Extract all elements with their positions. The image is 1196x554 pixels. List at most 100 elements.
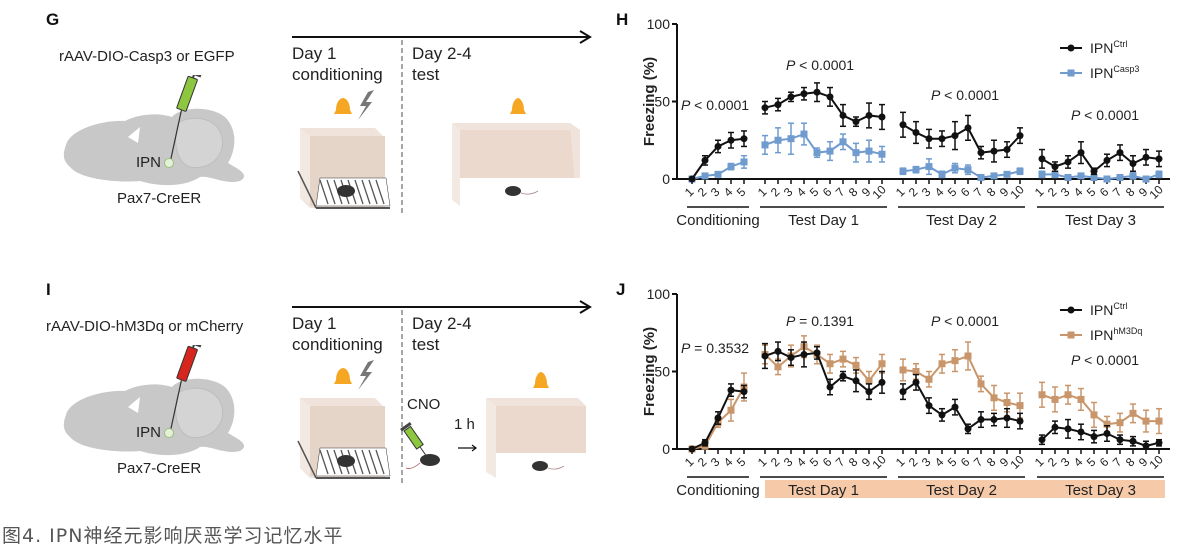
series-line: [1041, 151, 1160, 173]
data-point: [813, 88, 821, 96]
data-point: [925, 163, 933, 171]
data-point: [1090, 433, 1098, 441]
data-point: [878, 378, 886, 386]
data-point: [826, 383, 834, 391]
bell-icon: [334, 368, 352, 384]
data-point: [701, 156, 709, 164]
data-point: [964, 352, 972, 360]
group-label: Conditioning: [676, 212, 759, 229]
data-point: [813, 349, 821, 357]
data-point: [787, 354, 795, 362]
data-point: [899, 121, 907, 129]
delay-label: 1 h: [454, 416, 475, 433]
series-line: [902, 380, 1021, 431]
data-point: [839, 372, 847, 380]
x-tick-label: 2: [695, 455, 710, 470]
conditioning-chamber-i: [297, 398, 391, 479]
p-value-label: P < 0.0001: [786, 57, 854, 73]
legend-marker: [1067, 331, 1075, 339]
x-tick-label: 4: [932, 455, 947, 470]
data-point: [865, 388, 873, 396]
bell-icon: [334, 98, 352, 114]
data-point: [990, 172, 998, 180]
injection-syringe-icon: [400, 422, 427, 456]
data-point: [951, 357, 959, 365]
data-point: [1103, 175, 1111, 183]
group-label: Test Day 2: [926, 212, 997, 229]
data-point: [1064, 391, 1072, 399]
data-point: [1064, 173, 1072, 181]
p-value-label: P < 0.0001: [1071, 352, 1139, 368]
mouse-line-label-g: Pax7-CreER: [117, 190, 202, 207]
data-point: [990, 416, 998, 424]
x-tick-label: 2: [768, 185, 783, 200]
x-tick-label: 6: [820, 455, 835, 470]
data-point: [925, 402, 933, 410]
data-point: [774, 363, 782, 371]
day1-label-i: Day 1 conditioning: [292, 314, 383, 354]
x-tick-label: 2: [906, 455, 921, 470]
x-tick-label: 7: [833, 185, 848, 200]
data-point: [899, 366, 907, 374]
data-point: [1064, 425, 1072, 433]
data-point: [1129, 409, 1137, 417]
x-tick-label: 10: [1146, 452, 1166, 472]
x-tick-label: 5: [734, 185, 749, 200]
x-tick-label: 5: [1084, 185, 1099, 200]
x-tick-label: 4: [721, 455, 736, 470]
data-point: [839, 111, 847, 119]
virus-label-i: rAAV-DIO-hM3Dq or mCherry: [46, 318, 244, 335]
x-tick-label: 7: [971, 185, 986, 200]
data-point: [839, 355, 847, 363]
group-label: Test Day 2: [926, 482, 997, 499]
data-point: [1016, 402, 1024, 410]
data-point: [727, 136, 735, 144]
data-point: [852, 149, 860, 157]
mouse-icon: [505, 186, 521, 196]
x-tick-label: 7: [971, 455, 986, 470]
x-tick-label: 1: [1032, 185, 1047, 200]
data-point: [899, 388, 907, 396]
data-point: [714, 170, 722, 178]
x-tick-label: 3: [781, 455, 796, 470]
data-point: [813, 149, 821, 157]
data-point: [1155, 155, 1163, 163]
data-point: [912, 129, 920, 136]
x-tick-label: 8: [1123, 185, 1138, 200]
x-tick-label: 6: [1097, 455, 1112, 470]
data-point: [1051, 170, 1059, 178]
x-tick-label: 10: [1007, 182, 1027, 202]
series-line: [764, 350, 883, 393]
day2-label-g: Day 2-4 test: [412, 44, 472, 84]
x-tick-label: 2: [695, 185, 710, 200]
series-line: [902, 354, 1021, 407]
data-point: [1142, 153, 1150, 161]
x-tick-label: 1: [893, 455, 908, 470]
data-point: [800, 90, 808, 98]
x-tick-label: 4: [794, 455, 809, 470]
panel-letter-j: J: [616, 280, 626, 299]
data-point: [1155, 417, 1163, 425]
data-point: [740, 388, 748, 396]
data-point: [1103, 420, 1111, 428]
brain-diagram-i: IPN: [63, 345, 245, 456]
y-axis-label: Freezing (%): [641, 327, 658, 416]
data-point: [1116, 173, 1124, 181]
test-days-highlight-band: [765, 480, 1165, 498]
legend-marker: [1067, 69, 1075, 77]
series-line: [764, 132, 883, 156]
p-value-label: P < 0.0001: [931, 87, 999, 103]
test-chamber-i: [486, 398, 586, 478]
data-point: [1116, 436, 1124, 444]
y-tick-label: 0: [662, 171, 670, 187]
data-point: [852, 118, 860, 126]
data-point: [912, 368, 920, 375]
data-point: [800, 130, 808, 138]
shock-icon: [358, 360, 374, 390]
panel-letter-h: H: [616, 10, 629, 29]
data-point: [1142, 417, 1150, 425]
data-point: [1129, 172, 1137, 180]
mouse-line-label-i: Pax7-CreER: [117, 460, 202, 477]
p-value-label: P = 0.1391: [786, 313, 854, 329]
